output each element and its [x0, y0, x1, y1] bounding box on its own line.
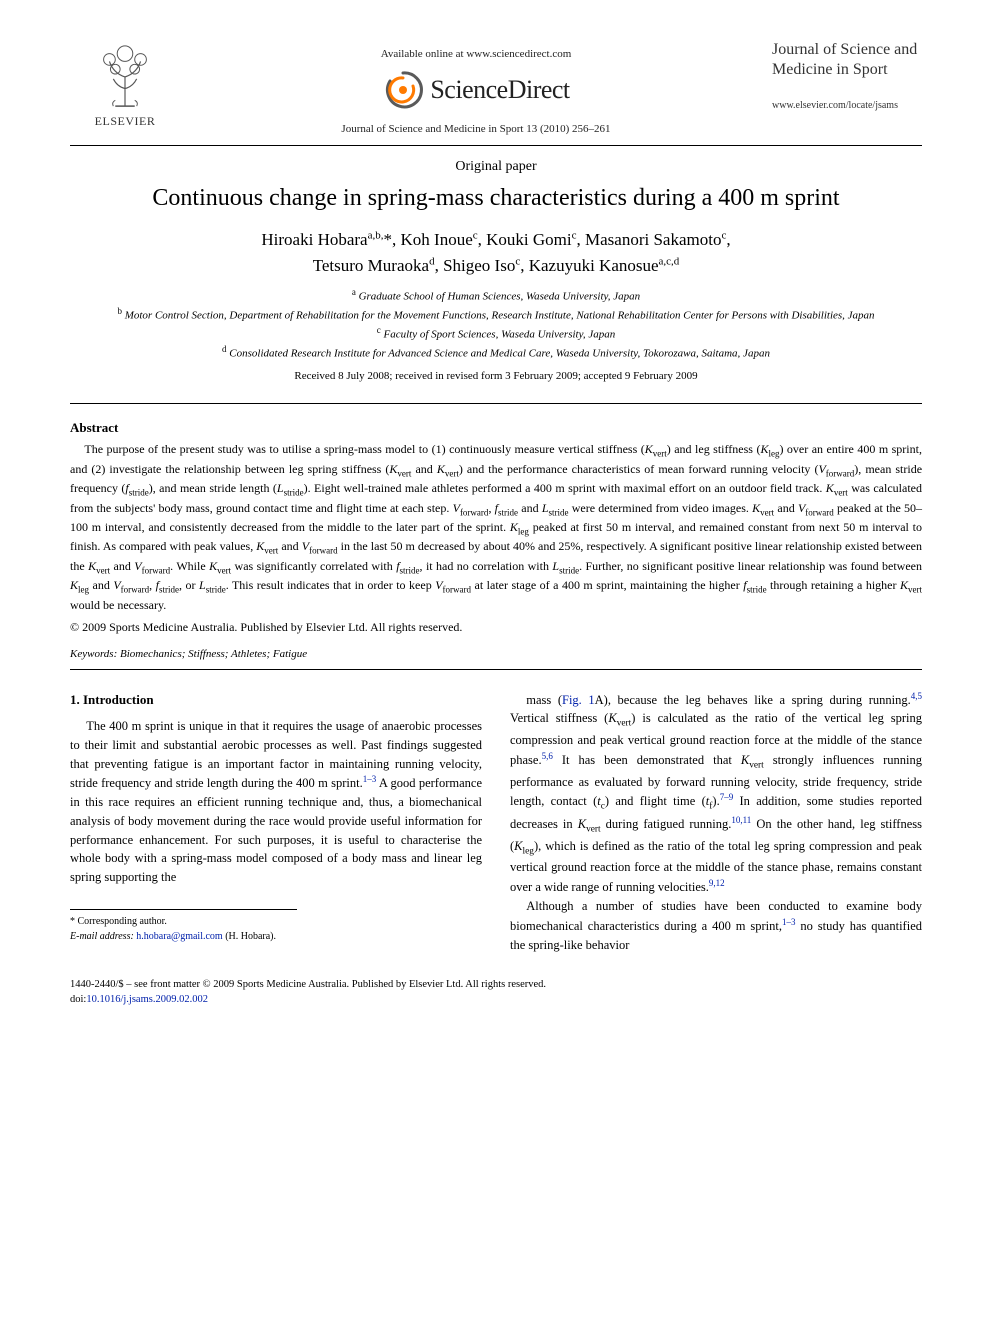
corresponding-author-block: * Corresponding author. E-mail address: … — [70, 909, 297, 944]
elsevier-logo-block: ELSEVIER — [70, 40, 180, 130]
abstract-bottom-rule — [70, 669, 922, 670]
abstract-top-rule — [70, 403, 922, 404]
header-right: Journal of Science and Medicine in Sport… — [772, 40, 922, 113]
keywords-text: Biomechanics; Stiffness; Athletes; Fatig… — [117, 648, 307, 660]
column-left: 1. Introduction The 400 m sprint is uniq… — [70, 690, 482, 955]
abstract-heading: Abstract — [70, 418, 922, 438]
page-footer: 1440-2440/$ – see front matter © 2009 Sp… — [70, 978, 922, 1007]
affiliation-d: d Consolidated Research Institute for Ad… — [70, 343, 922, 362]
author-list: Hiroaki Hobaraa,b,*, Koh Inouec, Kouki G… — [70, 227, 922, 278]
keywords-line: Keywords: Biomechanics; Stiffness; Athle… — [70, 646, 922, 663]
abstract-copyright: © 2009 Sports Medicine Australia. Publis… — [70, 618, 922, 636]
elsevier-tree-icon — [93, 40, 157, 110]
intro-paragraph-right-1: mass (Fig. 1A), because the leg behaves … — [510, 690, 922, 897]
affiliation-c: c Faculty of Sport Sciences, Waseda Univ… — [70, 324, 922, 343]
journal-reference-line: Journal of Science and Medicine in Sport… — [180, 121, 772, 138]
available-online-line: Available online at www.sciencedirect.co… — [180, 46, 772, 63]
doi-link[interactable]: 10.1016/j.jsams.2009.02.002 — [86, 994, 208, 1005]
corresponding-star-line: * Corresponding author. — [70, 914, 297, 929]
body-columns: 1. Introduction The 400 m sprint is uniq… — [70, 690, 922, 955]
footer-copyright-line: 1440-2440/$ – see front matter © 2009 Sp… — [70, 978, 922, 993]
intro-paragraph-right-2: Although a number of studies have been c… — [510, 897, 922, 954]
intro-paragraph-left: The 400 m sprint is unique in that it re… — [70, 717, 482, 887]
affiliation-a: a Graduate School of Human Sciences, Was… — [70, 286, 922, 305]
sciencedirect-swirl-icon — [382, 69, 424, 111]
corresponding-email-link[interactable]: h.hobara@gmail.com — [136, 931, 222, 942]
keywords-label: Keywords: — [70, 648, 117, 660]
doi-label: doi: — [70, 994, 86, 1005]
article-dates: Received 8 July 2008; received in revise… — [70, 368, 922, 385]
email-tail: (H. Hobara). — [223, 931, 276, 942]
journal-url: www.elsevier.com/locate/jsams — [772, 98, 922, 113]
abstract-text: The purpose of the present study was to … — [70, 441, 922, 614]
section-1-heading: 1. Introduction — [70, 690, 482, 710]
column-right: mass (Fig. 1A), because the leg behaves … — [510, 690, 922, 955]
article-title: Continuous change in spring-mass charact… — [70, 183, 922, 213]
affiliation-b: b Motor Control Section, Department of R… — [70, 305, 922, 324]
sciencedirect-logo: ScienceDirect — [382, 69, 569, 111]
journal-title-box: Journal of Science and Medicine in Sport — [772, 40, 922, 80]
header-center: Available online at www.sciencedirect.co… — [180, 40, 772, 137]
corresponding-email-line: E-mail address: h.hobara@gmail.com (H. H… — [70, 929, 297, 944]
page-header: ELSEVIER Available online at www.science… — [70, 40, 922, 137]
email-label: E-mail address: — [70, 931, 134, 942]
sciencedirect-wordmark: ScienceDirect — [430, 70, 569, 109]
affiliations: a Graduate School of Human Sciences, Was… — [70, 286, 922, 362]
abstract-body: The purpose of the present study was to … — [70, 441, 922, 614]
elsevier-wordmark: ELSEVIER — [95, 112, 156, 130]
footer-doi-line: doi:10.1016/j.jsams.2009.02.002 — [70, 993, 922, 1008]
article-type: Original paper — [70, 156, 922, 177]
header-rule — [70, 145, 922, 146]
